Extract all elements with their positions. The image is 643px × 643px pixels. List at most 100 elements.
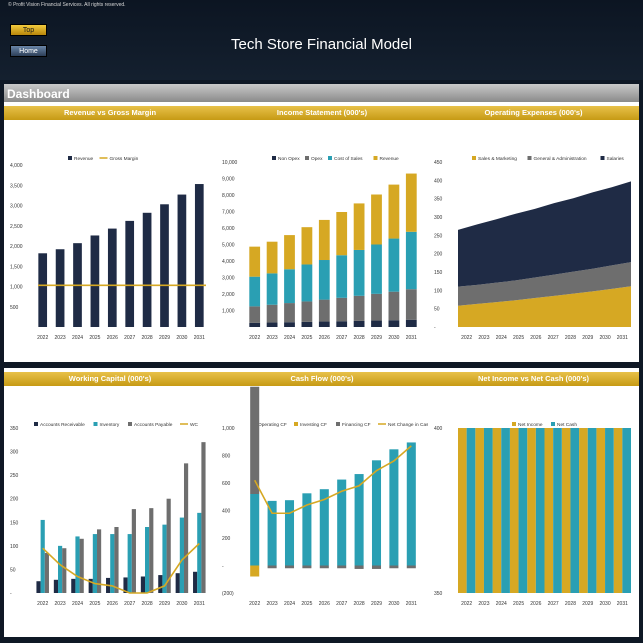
bar-non-opex xyxy=(353,320,365,327)
legend-swatch-non-opex xyxy=(272,156,276,160)
x-tick-label: 2030 xyxy=(388,335,399,341)
y-tick-label: 400 xyxy=(222,509,231,515)
x-tick-label: 2027 xyxy=(548,335,559,341)
revenue-vs-gross-margin-chart: 500 1,000 1,500 2,000 2,500 3,000 3,500 4,000 20… xyxy=(10,156,206,341)
bar-revenue xyxy=(142,212,152,327)
bar-inventory xyxy=(40,519,45,593)
legend-swatch-cost-of-sales xyxy=(328,156,332,160)
legend-label-gross-margin: Gross Margin xyxy=(110,156,139,162)
section-divider xyxy=(4,362,639,368)
y-tick-label: 3,500 xyxy=(10,183,23,189)
bar-non-opex xyxy=(266,322,278,327)
x-tick-label: 2024 xyxy=(284,601,295,607)
y-tick-label: 150 xyxy=(10,520,19,526)
net-income-vs-net-cash-chart: 350 400 2022 2023 2024 2025 2026 2027 2028 2029 20… xyxy=(434,422,631,607)
bar-operating-cf xyxy=(250,494,260,566)
x-tick-label: 2026 xyxy=(530,335,541,341)
x-tick-label: 2028 xyxy=(142,335,153,341)
x-tick-label: 2025 xyxy=(301,335,312,341)
x-tick-label: 2023 xyxy=(478,335,489,341)
legend-swatch-opex xyxy=(305,156,309,160)
bar-inventory xyxy=(110,534,115,593)
bar-financing-cf xyxy=(337,565,347,569)
legend-swatch-inventory xyxy=(93,422,98,426)
bar-revenue xyxy=(249,246,261,277)
bar-non-opex xyxy=(371,320,382,327)
bar-accounts-payable xyxy=(79,538,84,593)
bar-operating-cf xyxy=(284,500,295,566)
x-tick-label: 2024 xyxy=(72,335,83,341)
bar-cost-of-sales xyxy=(336,255,348,298)
bar-net-cash xyxy=(622,428,631,593)
bar-financing-cf xyxy=(354,565,364,569)
bar-non-opex xyxy=(318,321,330,327)
bar-accounts-payable xyxy=(44,552,49,593)
bar-inventory xyxy=(127,534,132,593)
bar-accounts-receivable xyxy=(123,577,128,593)
bar-accounts-receivable xyxy=(36,581,41,593)
y-tick-label: 4,000 xyxy=(10,163,23,169)
y-tick-label: 200 xyxy=(222,536,231,542)
bar-revenue xyxy=(301,227,313,265)
y-tick-label: 350 xyxy=(434,591,443,597)
bar-inventory xyxy=(145,527,150,593)
working-capital-chart: - 50 100 150 200 250 300 350 2022 2023 2024 2025 202… xyxy=(10,422,206,607)
x-tick-label: 2025 xyxy=(89,335,100,341)
copyright-text: © Profit Vision Financial Services. All … xyxy=(8,2,126,8)
bar-revenue xyxy=(318,219,330,261)
bar-non-opex xyxy=(388,320,400,327)
bar-accounts-payable xyxy=(149,508,154,593)
y-tick-label: 3,000 xyxy=(222,276,235,282)
x-tick-label: 2025 xyxy=(301,601,312,607)
bar-cost-of-sales xyxy=(301,264,313,302)
top-button[interactable]: Top xyxy=(10,24,47,36)
bar-cost-of-sales xyxy=(249,276,261,307)
bar-accounts-payable xyxy=(131,509,136,593)
y-tick-label: 9,000 xyxy=(222,177,235,183)
x-tick-label: 2030 xyxy=(599,335,610,341)
legend-swatch-investing-cf xyxy=(294,422,298,426)
legend-label-wc: WC xyxy=(190,422,199,428)
y-tick-label: 150 xyxy=(434,270,443,276)
bar-net-income xyxy=(475,428,484,593)
x-tick-label: 2023 xyxy=(55,335,66,341)
bar-financing-cf xyxy=(319,565,329,569)
bar-investing-cf xyxy=(250,565,260,577)
y-tick-label: 800 xyxy=(222,454,231,460)
bar-cost-of-sales xyxy=(405,231,417,290)
chart-title: Income Statement (000's) xyxy=(216,106,428,120)
y-tick-label: 8,000 xyxy=(222,193,235,199)
bar-revenue xyxy=(177,194,187,327)
legend-label-cost-of-sales: Cost of Sales xyxy=(334,156,363,162)
x-tick-label: 2028 xyxy=(142,601,153,607)
home-button[interactable]: Home xyxy=(10,45,47,57)
x-tick-label: 2023 xyxy=(55,601,66,607)
x-tick-label: 2026 xyxy=(319,601,330,607)
bar-opex xyxy=(353,295,365,321)
y-tick-label: 2,000 xyxy=(222,292,235,298)
y-tick-label: - xyxy=(10,591,12,597)
x-tick-label: 2022 xyxy=(461,601,472,607)
bar-non-opex xyxy=(249,322,261,327)
x-tick-label: 2028 xyxy=(354,601,365,607)
bar-financing-cf xyxy=(389,565,399,569)
y-tick-label: 5,000 xyxy=(222,243,235,249)
y-tick-label: 4,000 xyxy=(222,259,235,265)
bar-revenue xyxy=(38,253,48,327)
chart-title: Cash Flow (000's) xyxy=(216,372,428,386)
x-tick-label: 2028 xyxy=(565,601,576,607)
y-tick-label: 1,000 xyxy=(10,285,23,291)
bar-net-income xyxy=(509,428,519,593)
bar-accounts-payable xyxy=(96,529,102,593)
bar-accounts-payable xyxy=(166,498,171,593)
bar-revenue xyxy=(107,228,117,327)
x-tick-label: 2024 xyxy=(284,335,295,341)
bar-revenue xyxy=(284,235,295,270)
x-tick-label: 2031 xyxy=(406,601,417,607)
x-tick-label: 2031 xyxy=(617,335,628,341)
bar-accounts-payable xyxy=(183,463,189,593)
x-tick-label: 2031 xyxy=(406,335,417,341)
bar-accounts-receivable xyxy=(88,578,93,593)
x-tick-label: 2029 xyxy=(159,601,170,607)
bar-cost-of-sales xyxy=(388,238,400,292)
